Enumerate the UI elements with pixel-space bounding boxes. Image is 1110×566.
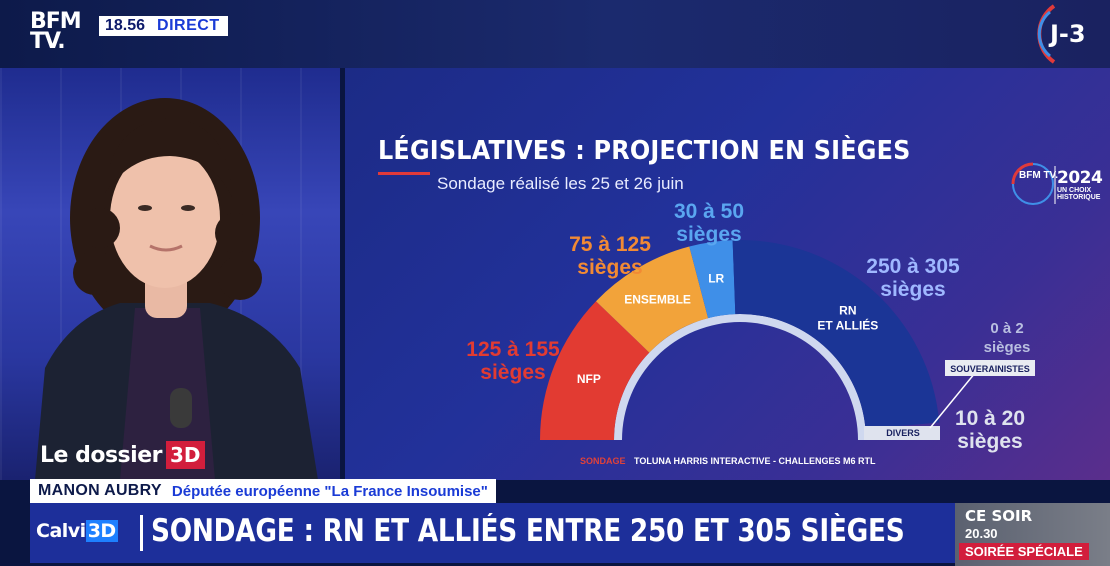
chart-title: LÉGISLATIVES : PROJECTION EN SIÈGES [378, 136, 911, 166]
tonight-time: 20.30 [965, 526, 998, 541]
channel-logo-line2: TV. [30, 29, 66, 54]
chart-subtitle: Sondage réalisé les 25 et 26 juin [437, 174, 684, 193]
tonight-special: SOIRÉE SPÉCIALE [959, 543, 1089, 560]
unit-label-rn: sièges [880, 278, 945, 301]
channel-header: BFM TV. 18.56 DIRECT J-3 [0, 0, 1110, 68]
value-label-ensemble: 75 à 125 [569, 233, 651, 256]
segment-name: Le dossier [40, 442, 162, 468]
unit-label-ensemble: sièges [577, 256, 642, 279]
source-tag: SONDAGE [580, 456, 626, 466]
countdown-ring-icon [1037, 4, 1056, 64]
studio-camera-view [0, 68, 340, 480]
souverainistes-tag-bg [945, 360, 1035, 376]
unit-label-souverainistes: sièges [984, 339, 1031, 356]
unit-label-divers: sièges [957, 430, 1022, 453]
speaker-name: MANON AUBRY [38, 482, 162, 499]
clock-live-box: 18.56 DIRECT [99, 16, 228, 36]
show-logo-text: Calvi [36, 520, 86, 542]
souverainistes-leader-line [929, 372, 976, 429]
tonight-promo: CE SOIR 20.30 SOIRÉE SPÉCIALE [955, 503, 1110, 566]
live-label: DIRECT [155, 17, 228, 35]
segment-label-rn: RN [839, 303, 856, 317]
poll-source: SONDAGE TOLUNA HARRIS INTERACTIVE - CHAL… [580, 456, 876, 466]
speaker-name-bar: MANON AUBRY Députée européenne "La Franc… [30, 479, 496, 503]
value-label-rn: 250 à 305 [866, 255, 960, 278]
segment-label-rn: ET ALLIÉS [817, 317, 878, 332]
badge-year: 2024 [1057, 168, 1103, 188]
value-label-lr: 30 à 50 [674, 200, 744, 223]
segment-label-divers: DIVERS [886, 428, 920, 438]
election-countdown: J-3 [1024, 0, 1110, 68]
unit-label-nfp: sièges [480, 361, 545, 384]
value-label-divers: 10 à 20 [955, 407, 1025, 430]
hemicycle-segment-rn [732, 239, 940, 429]
chart-panel: NFP ENSEMBLE LR RN ET ALLIÉS DIVERS SOUVERAINI… [345, 68, 1110, 480]
presenter-figure [35, 98, 318, 480]
badge-ring-icon [1011, 162, 1056, 205]
segment-box: 3D [165, 441, 205, 469]
segment-label-souverainistes: SOUVERAINISTES [950, 364, 1030, 374]
channel-logo: BFM TV. [30, 9, 82, 54]
election-badge: BFM TV. 2024 UN CHOIX HISTORIQUE [1001, 160, 1110, 210]
show-logo-box: 3D [85, 520, 118, 542]
segment-label: Le dossier 3D [40, 438, 205, 472]
channel-logo-line1: BFM [30, 9, 82, 34]
tonight-label: CE SOIR [965, 507, 1033, 525]
clock-time: 18.56 [105, 17, 146, 34]
segment-label-ensemble: ENSEMBLE [624, 292, 691, 306]
show-logo: Calvi 3D [36, 520, 118, 542]
badge-tagline: UN CHOIX HISTORIQUE [1057, 187, 1100, 201]
countdown-text: J-3 [1050, 20, 1086, 48]
value-label-souverainistes: 0 à 2 [990, 320, 1023, 337]
source-text: TOLUNA HARRIS INTERACTIVE - CHALLENGES M… [634, 456, 876, 466]
segment-label-nfp: NFP [577, 372, 601, 386]
title-accent-rule [378, 172, 430, 175]
banner-divider [140, 515, 143, 551]
badge-tagline-1: UN CHOIX [1057, 187, 1092, 194]
value-label-nfp: 125 à 155 [466, 338, 560, 361]
badge-logo: BFM TV. [1019, 170, 1059, 181]
hemicycle-segment-ensemble [595, 246, 709, 353]
hemicycle-segment-lr [689, 240, 736, 319]
hemicycle-segment-divers [864, 426, 940, 440]
headline-banner: Calvi 3D SONDAGE : RN ET ALLIÉS ENTRE 250… [30, 503, 955, 563]
speaker-function: Députée européenne "La France Insoumise" [171, 482, 488, 500]
badge-tagline-2: HISTORIQUE [1057, 194, 1101, 201]
unit-label-lr: sièges [676, 223, 741, 246]
hemicycle-segment-nfp [540, 301, 650, 440]
headline-text: SONDAGE : RN ET ALLIÉS ENTRE 250 ET 305 … [151, 513, 905, 549]
segment-label-lr: LR [708, 272, 724, 286]
